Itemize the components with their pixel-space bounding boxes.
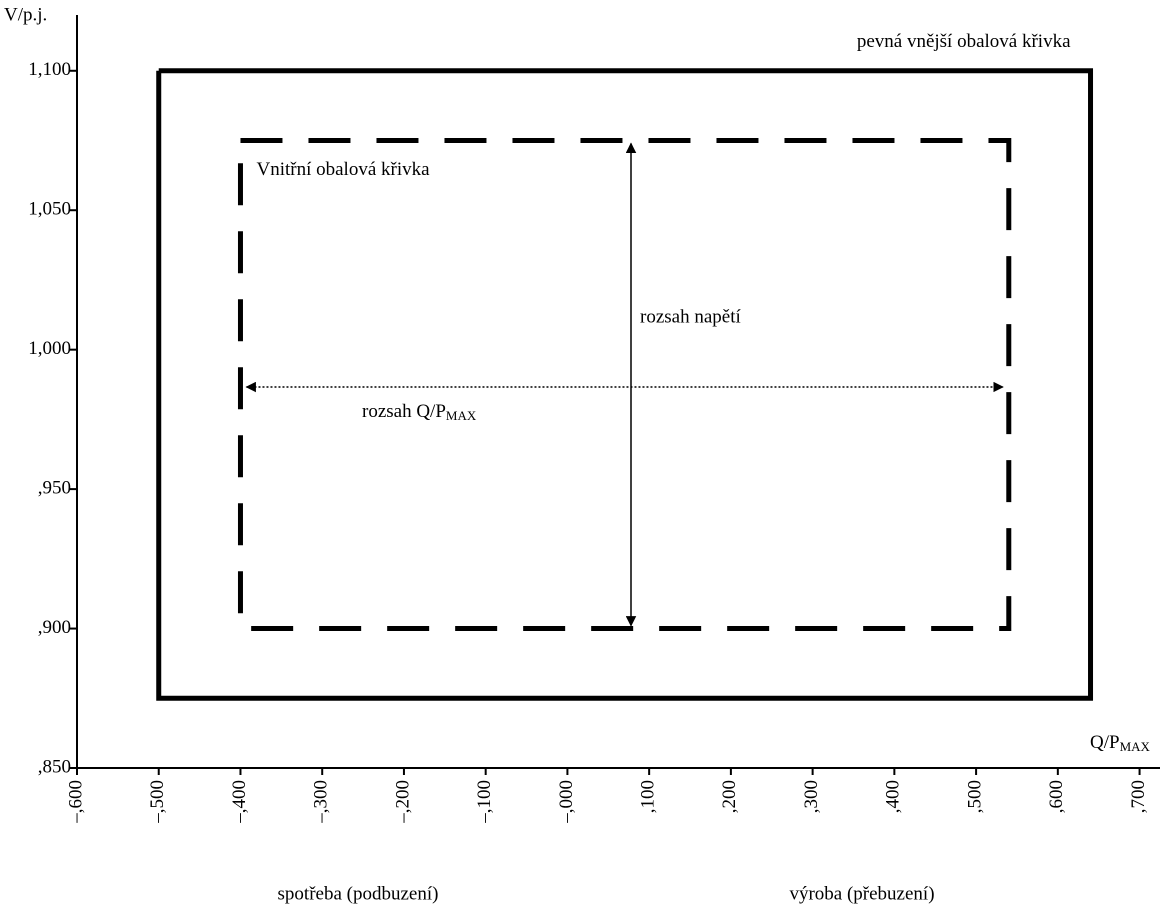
- x-tick-label: –,300: [311, 780, 332, 824]
- series-label: Vnitřní obalová křivka: [256, 159, 430, 180]
- x-tick-label: ,300: [801, 780, 822, 813]
- envelope-line: [237, 138, 1012, 632]
- right-region-label: výroba (přebuzení): [789, 883, 934, 904]
- voltage-range-label: rozsah napětí: [640, 306, 741, 327]
- q-range-label: rozsah Q/PMAX: [362, 401, 477, 423]
- q-range-main: rozsah Q/P: [362, 401, 446, 422]
- y-tick-label: 1,050: [28, 199, 71, 220]
- x-tick-label: ,100: [638, 780, 659, 813]
- x-axis-label: Q/PMAX: [1090, 732, 1151, 754]
- x-tick-label: ,700: [1128, 780, 1149, 813]
- y-tick-label: ,850: [38, 756, 71, 777]
- x-axis-label-sub: MAX: [1120, 739, 1151, 754]
- y-tick-label: ,950: [38, 477, 71, 498]
- x-tick-label: –,400: [229, 780, 250, 824]
- x-tick-label: –,000: [556, 780, 577, 824]
- series-label: pevná vnější obalová křivka: [857, 31, 1071, 52]
- y-tick-label: ,900: [38, 617, 71, 638]
- x-tick-label: ,400: [883, 780, 904, 813]
- x-tick-label: –,100: [474, 780, 495, 824]
- y-axis-label: V/p.j.: [4, 4, 47, 25]
- q-range-sub: MAX: [446, 408, 477, 423]
- x-tick-label: ,200: [719, 780, 740, 813]
- y-tick-label: 1,000: [28, 338, 71, 359]
- envelope-line: [156, 68, 1094, 701]
- x-axis-label-main: Q/P: [1090, 732, 1120, 753]
- y-tick-label: 1,100: [28, 59, 71, 80]
- left-region-label: spotřeba (podbuzení): [278, 883, 439, 904]
- x-tick-label: ,500: [964, 780, 985, 813]
- x-tick-label: –,500: [147, 780, 168, 824]
- x-tick-label: –,600: [65, 780, 86, 824]
- x-tick-label: –,200: [392, 780, 413, 824]
- x-tick-label: ,600: [1046, 780, 1067, 813]
